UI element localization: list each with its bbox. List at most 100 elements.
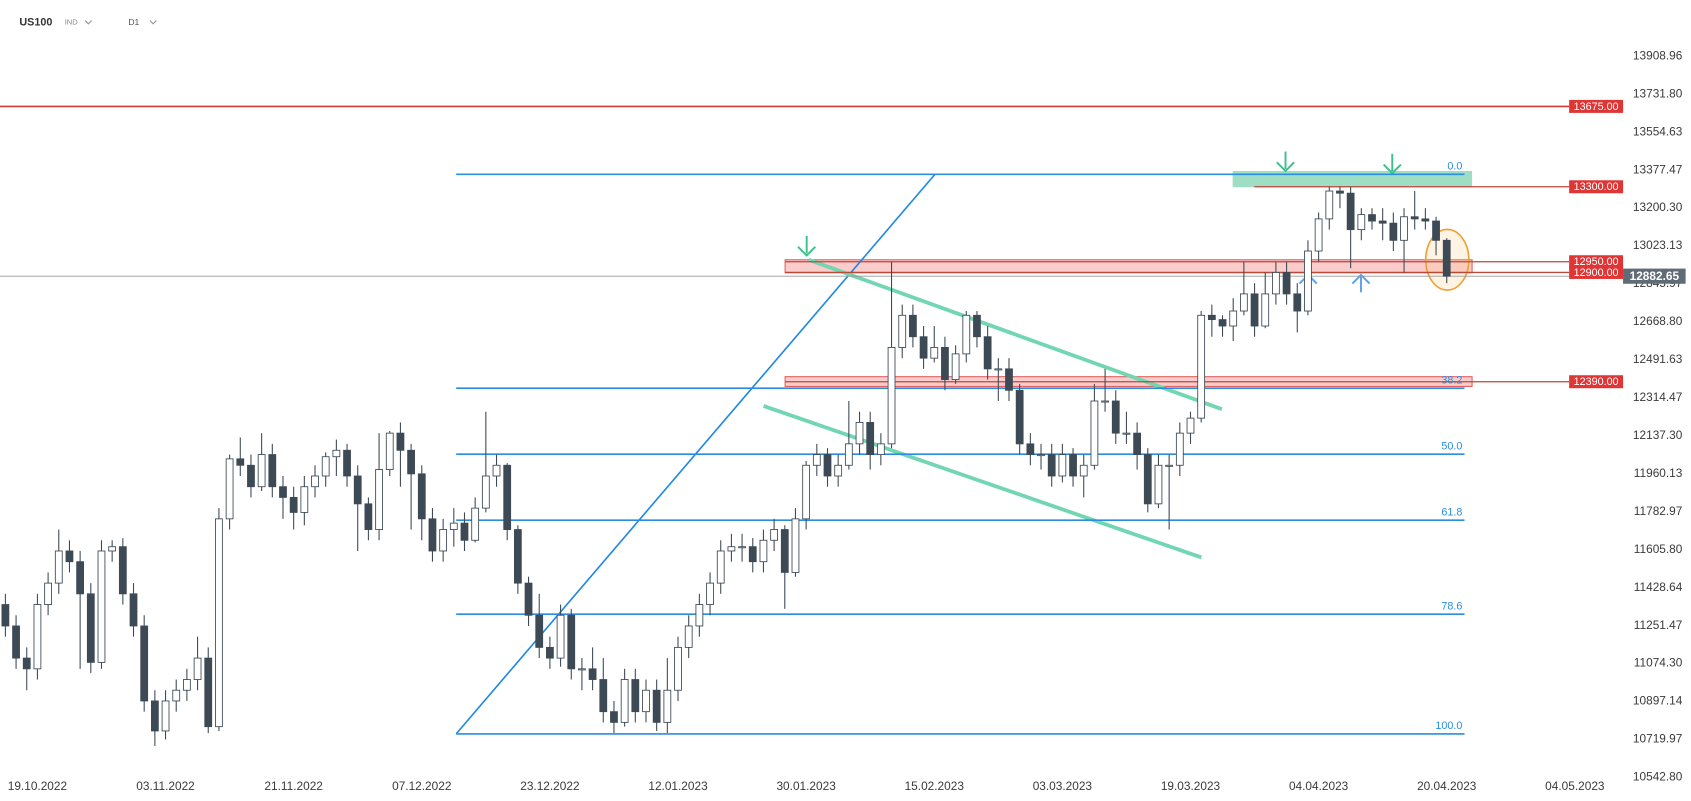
candle-body (183, 679, 191, 691)
candle-body (12, 625, 20, 659)
candle-body (535, 614, 544, 648)
candle-body (150, 700, 159, 732)
x-tick-label: 21.11.2022 (264, 779, 322, 793)
candle-body (215, 518, 223, 728)
symbol: US100 (19, 17, 52, 29)
candle-body (738, 546, 746, 549)
candle-body (44, 582, 52, 605)
arrow-down (1276, 151, 1295, 173)
level-label: 12900.00 (1574, 267, 1619, 279)
fib-label: 100.0 (1435, 720, 1462, 732)
x-tick-label: 04.05.2023 (1545, 779, 1605, 793)
candle-body (1, 604, 10, 627)
candle-body (460, 522, 469, 541)
candle-body (599, 679, 608, 713)
candle-body (631, 679, 640, 713)
candle-body (481, 475, 490, 509)
candle-body (193, 657, 202, 680)
resistance-zone (1232, 171, 1473, 188)
candle-body (1261, 293, 1270, 327)
candle-body (1442, 239, 1451, 277)
candles (1, 186, 1451, 746)
candle-body (172, 689, 181, 702)
candle-body (812, 454, 821, 466)
dropdown-caret[interactable] (84, 20, 93, 25)
candle-body (1037, 454, 1045, 457)
candle-body (1378, 220, 1387, 224)
x-tick-label: 23.12.2022 (520, 779, 579, 793)
candle-body (1122, 432, 1131, 435)
y-tick-label: 12491.63 (1633, 352, 1683, 366)
candle-body (1069, 454, 1077, 477)
candle-body (941, 347, 949, 381)
x-tick-label: 19.10.2022 (8, 779, 67, 793)
candle-body (1015, 389, 1024, 445)
candle-body (1197, 314, 1206, 419)
candle-body (257, 454, 266, 488)
candle-body (1336, 190, 1344, 194)
candle-body (332, 449, 341, 458)
candle-body (546, 646, 554, 659)
candle-body (236, 458, 245, 466)
candle-body (1090, 400, 1099, 466)
candle-body (1133, 432, 1141, 455)
candle-body (866, 421, 875, 455)
candle-body (1058, 454, 1067, 477)
y-tick-label: 10719.97 (1633, 732, 1682, 746)
y-tick-label: 11605.80 (1634, 542, 1683, 556)
y-tick-label: 11428.64 (1634, 580, 1683, 594)
candle-body (983, 336, 992, 370)
level-label: 12390.00 (1574, 376, 1619, 388)
candle-body (247, 464, 255, 488)
candle-body (1101, 400, 1109, 403)
candle-body (727, 546, 736, 552)
candle-body (1368, 214, 1376, 222)
channel-line (762, 404, 1203, 560)
candle-body (1304, 250, 1312, 312)
candle-body (759, 539, 768, 563)
x-tick-label: 15.02.2023 (905, 779, 965, 793)
candle-body (909, 314, 917, 338)
fib-label: 38.2 (1441, 374, 1462, 386)
candle-body (22, 657, 31, 670)
candle-body (567, 614, 576, 670)
dropdown-caret[interactable] (149, 20, 157, 25)
timeframe: D1 (128, 17, 139, 27)
candle-body (33, 604, 42, 670)
y-tick-label: 12668.80 (1633, 314, 1683, 328)
header: US100 IND D1 (19, 17, 157, 29)
candle-body (898, 314, 907, 348)
candle-body (1325, 190, 1334, 220)
candle-body (1400, 216, 1408, 241)
y-tick-label: 11074.30 (1634, 656, 1683, 670)
candle-body (439, 529, 448, 552)
candle-body (1410, 216, 1419, 220)
candle-body (1357, 214, 1366, 231)
candle-body (407, 449, 415, 475)
level-label: 13300.00 (1574, 181, 1619, 193)
candle-body (642, 689, 650, 713)
candle-body (353, 475, 362, 505)
candle-body (919, 336, 928, 359)
candle-body (1229, 310, 1238, 327)
candle-body (716, 550, 725, 584)
candle-body (311, 475, 319, 488)
y-tick-label: 10542.80 (1633, 770, 1683, 784)
candle-body (289, 496, 298, 513)
candle-body (1432, 220, 1440, 241)
x-tick-label: 20.04.2023 (1417, 779, 1477, 793)
y-tick-label: 13554.63 (1633, 124, 1683, 138)
instrument-class: IND (65, 18, 79, 27)
candle-body (930, 347, 939, 359)
candle-body (663, 689, 672, 723)
candle-body (706, 582, 714, 605)
candle-body (1207, 314, 1216, 321)
candle-body (97, 550, 106, 663)
y-tick-label: 13731.80 (1633, 86, 1683, 100)
candle-body (449, 522, 458, 530)
candle-body (770, 529, 778, 541)
down-arrows (797, 151, 1402, 257)
candle-body (652, 689, 661, 723)
